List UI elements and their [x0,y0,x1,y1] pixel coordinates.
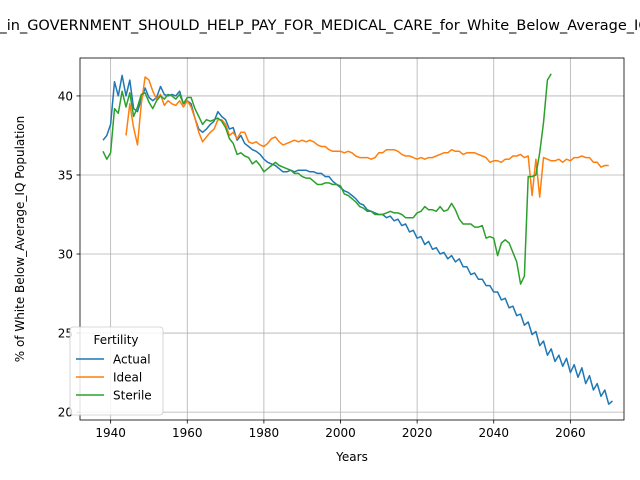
series-lines [102,73,613,405]
y-tick-label: 30 [58,248,73,262]
axis-ticks: 1940 1960 1980 2000 2020 2040 2060 20 25 30 35 40 [58,89,586,440]
legend-box [69,326,164,416]
y-tick-label: 20 [58,406,73,420]
x-tick-label: 1940 [95,426,126,440]
x-tick-label: 2040 [478,426,509,440]
x-tick-label: 1960 [172,426,203,440]
legend: Fertility Actual Ideal Sterile [69,326,164,416]
legend-label-actual: Actual [113,353,151,367]
y-axis-label: % of White Below_Average_IQ Population [13,116,27,363]
plot-frame [79,57,625,421]
y-tick-label: 25 [58,327,73,341]
x-tick-label: 2000 [325,426,356,440]
x-tick-label: 1980 [249,426,280,440]
x-tick-label: 2020 [402,426,433,440]
legend-title: Fertility [93,333,138,347]
series-line-ideal [125,76,609,198]
legend-entries: Actual Ideal Sterile [76,353,152,403]
series-line-sterile [102,73,552,285]
grid [80,58,624,420]
y-tick-label: 35 [58,168,73,182]
chart-title: S_in_GOVERNMENT_SHOULD_HELP_PAY_FOR_MEDI… [0,18,640,34]
legend-label-sterile: Sterile [113,389,152,403]
y-tick-label: 40 [58,89,73,103]
x-tick-label: 2060 [555,426,586,440]
legend-label-ideal: Ideal [113,371,142,385]
x-axis-label: Years [335,450,368,464]
